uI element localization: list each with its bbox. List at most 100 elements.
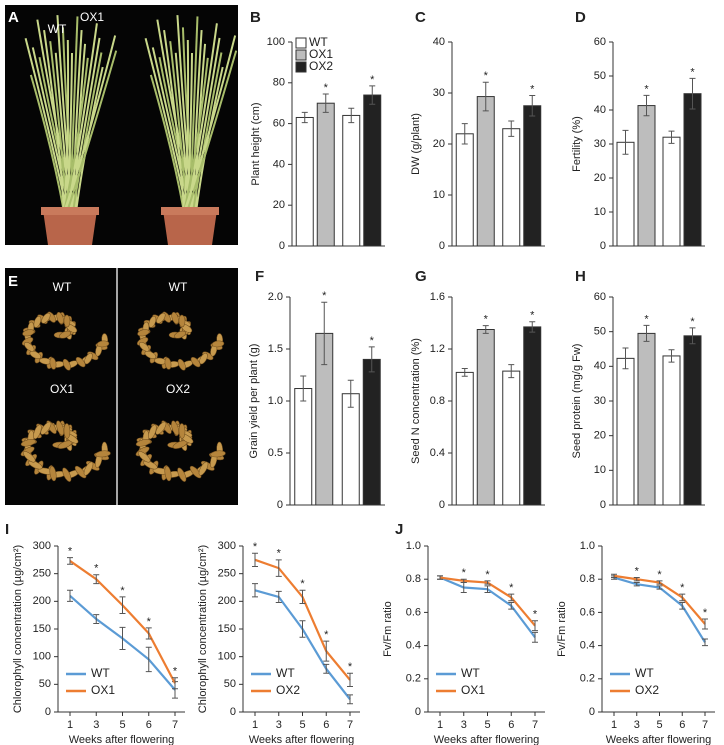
y-tick-label: 30 bbox=[594, 138, 606, 150]
error-bar bbox=[702, 618, 708, 630]
seed bbox=[59, 330, 71, 339]
error-bar bbox=[369, 85, 376, 105]
legend-swatch bbox=[295, 61, 307, 73]
y-axis-label: Plant height (cm) bbox=[250, 102, 262, 185]
y-tick-label: 300 bbox=[218, 540, 236, 552]
x-tick-label: 7 bbox=[347, 719, 353, 731]
error-bar bbox=[656, 580, 663, 585]
legend-label: WT bbox=[461, 666, 480, 680]
significance: * bbox=[370, 335, 375, 347]
x-tick-label: 7 bbox=[172, 719, 178, 731]
seed bbox=[62, 358, 71, 371]
panel-letter: C bbox=[415, 9, 426, 26]
y-tick-label: 0.4 bbox=[580, 640, 595, 652]
error-bar bbox=[461, 123, 468, 145]
legend-label: WT bbox=[91, 666, 110, 680]
y-tick-label: 0 bbox=[277, 499, 283, 511]
photo-seeds bbox=[5, 268, 238, 505]
x-tick-label: 6 bbox=[323, 719, 329, 731]
y-tick-label: 10 bbox=[594, 464, 606, 476]
y-tick-label: 40 bbox=[273, 158, 285, 170]
seed bbox=[62, 467, 72, 482]
error-bar bbox=[67, 557, 73, 565]
error-bar bbox=[689, 327, 696, 345]
y-tick-label: 100 bbox=[267, 36, 285, 48]
error-bar bbox=[299, 620, 306, 638]
x-axis-label: Weeks after flowering bbox=[249, 734, 355, 745]
y-tick-label: 0.8 bbox=[406, 573, 421, 585]
seed bbox=[171, 311, 179, 325]
bar bbox=[637, 105, 656, 247]
y-axis-label: Seed N concentration (%) bbox=[410, 338, 422, 464]
leaf bbox=[192, 52, 223, 213]
significance: * bbox=[690, 316, 695, 328]
y-tick-label: 60 bbox=[594, 36, 606, 48]
seed bbox=[40, 421, 52, 435]
x-tick-label: 5 bbox=[299, 719, 305, 731]
error-bar bbox=[668, 130, 675, 144]
x-tick-label: 5 bbox=[484, 719, 490, 731]
legend-label: OX1 bbox=[461, 683, 485, 697]
y-tick-label: 150 bbox=[33, 623, 51, 635]
bar bbox=[476, 329, 495, 506]
y-tick-label: 0 bbox=[45, 706, 51, 718]
error-bar bbox=[633, 582, 640, 587]
bar bbox=[295, 116, 314, 247]
significance: * bbox=[462, 567, 467, 579]
seed bbox=[210, 450, 226, 458]
seed bbox=[24, 342, 35, 352]
error-bar bbox=[532, 631, 538, 643]
bar bbox=[523, 105, 542, 247]
error-bar bbox=[529, 321, 536, 333]
seed bbox=[95, 450, 111, 458]
significance: * bbox=[509, 582, 514, 594]
seed bbox=[139, 342, 150, 352]
y-tick-label: 1.0 bbox=[580, 540, 595, 552]
x-tick-label: 3 bbox=[93, 719, 99, 731]
error-bar bbox=[323, 663, 330, 674]
significance: * bbox=[690, 66, 695, 78]
x-tick-label: 1 bbox=[611, 719, 617, 731]
bar bbox=[662, 136, 681, 247]
y-tick-label: 30 bbox=[594, 395, 606, 407]
error-bar bbox=[322, 93, 329, 113]
seed bbox=[164, 357, 172, 370]
error-bar bbox=[347, 694, 353, 705]
seed bbox=[190, 356, 201, 368]
seed bbox=[144, 350, 157, 359]
error-bar bbox=[300, 375, 307, 402]
seed bbox=[49, 357, 57, 370]
legend-label: WT bbox=[635, 666, 654, 680]
seed bbox=[171, 420, 180, 436]
leaf bbox=[183, 57, 209, 213]
y-tick-label: 1.6 bbox=[430, 291, 445, 303]
bar bbox=[455, 133, 474, 247]
error-bar bbox=[93, 614, 100, 624]
significance: * bbox=[147, 616, 152, 628]
error-bar bbox=[460, 578, 467, 584]
seed bbox=[143, 460, 158, 470]
bar bbox=[455, 371, 474, 506]
significance: * bbox=[253, 541, 258, 553]
y-tick-label: 100 bbox=[33, 651, 51, 663]
x-tick-label: 6 bbox=[679, 719, 685, 731]
seed bbox=[22, 451, 36, 463]
y-tick-label: 200 bbox=[218, 595, 236, 607]
error-bar bbox=[508, 601, 515, 610]
y-tick-label: 60 bbox=[594, 291, 606, 303]
panel-letter: A bbox=[8, 9, 19, 26]
y-tick-label: 0.5 bbox=[268, 447, 283, 459]
y-tick-label: 50 bbox=[39, 678, 51, 690]
y-tick-label: 0.6 bbox=[406, 606, 421, 618]
seed bbox=[164, 465, 172, 482]
x-tick-label: 5 bbox=[119, 719, 125, 731]
error-bar bbox=[643, 94, 650, 117]
bar bbox=[523, 326, 542, 506]
seed bbox=[137, 329, 150, 337]
seed bbox=[22, 329, 35, 337]
error-bar bbox=[299, 589, 306, 605]
pot-rim bbox=[161, 207, 219, 215]
leaf bbox=[163, 29, 185, 213]
seed bbox=[177, 358, 186, 371]
